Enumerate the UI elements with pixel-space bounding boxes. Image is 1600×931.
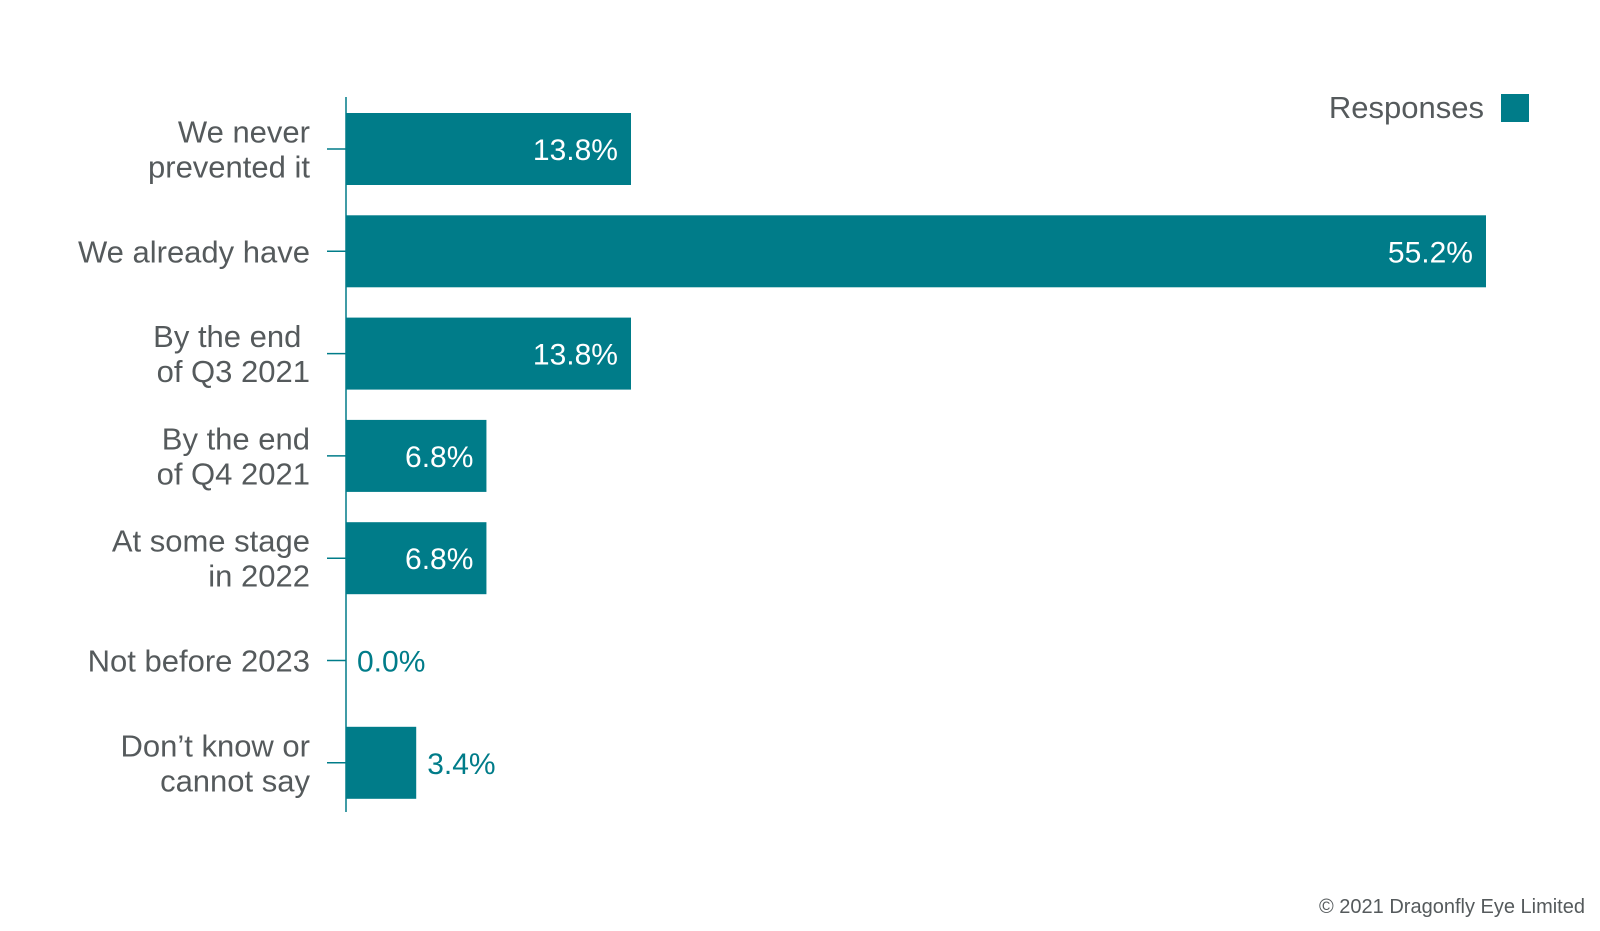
bar: [346, 522, 487, 595]
bar-value-label: 3.4%: [427, 748, 495, 781]
bar-value-label: 6.8%: [405, 543, 473, 576]
category-label: We already have: [78, 234, 310, 269]
category-label: By the end of Q4 2021: [157, 421, 310, 491]
bar: [346, 215, 1486, 288]
bar-value-label: 55.2%: [1388, 236, 1473, 269]
bar: [346, 113, 631, 185]
legend-label: Responses: [1329, 90, 1484, 125]
bar-value-label: 0.0%: [357, 646, 425, 679]
category-label: We never prevented it: [148, 115, 310, 185]
bar: [346, 419, 487, 492]
category-label: At some stage in 2022: [112, 524, 310, 594]
labels-group: 13.8% We never prevented it 55.2% We already…: [78, 115, 1473, 799]
bar-value-label: 13.8%: [533, 339, 618, 372]
category-label: Not before 2023: [88, 644, 310, 679]
copyright-text: © 2021 Dragonfly Eye Limited: [1319, 896, 1585, 918]
legend: Responses: [1329, 90, 1529, 125]
axis-group: [327, 97, 347, 812]
legend-swatch: [1501, 94, 1529, 122]
bar-value-label: 13.8%: [533, 134, 618, 167]
bars-group: [346, 113, 1486, 799]
bar-value-label: 6.8%: [405, 441, 473, 474]
category-label: Don’t know or cannot say: [120, 728, 310, 798]
bar: [346, 726, 417, 799]
bar: [346, 317, 631, 390]
category-label: By the end of Q3 2021: [153, 319, 310, 389]
